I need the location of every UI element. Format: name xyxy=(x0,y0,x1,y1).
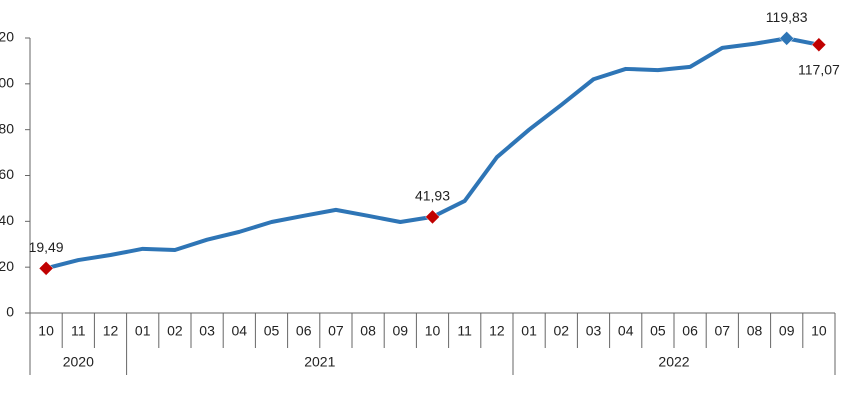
y-tick-label: 40 xyxy=(0,212,14,228)
x-tick-label: 02 xyxy=(554,323,570,339)
x-tick-label: 06 xyxy=(682,323,698,339)
value-label: 117,07 xyxy=(798,61,840,77)
value-label: 41,93 xyxy=(415,188,450,204)
y-tick-label: 0 xyxy=(6,304,14,320)
x-tick-label: 03 xyxy=(199,323,215,339)
y-tick-label: 20 xyxy=(0,258,14,274)
x-tick-label: 10 xyxy=(425,323,441,339)
x-tick-label: 06 xyxy=(296,323,312,339)
y-tick-label: 100 xyxy=(0,75,14,91)
value-label: 19,49 xyxy=(29,239,64,255)
x-group-label: 2020 xyxy=(63,354,94,370)
point-marker xyxy=(779,31,795,46)
x-tick-label: 12 xyxy=(489,323,505,339)
y-tick-label: 60 xyxy=(0,166,14,182)
x-tick-label: 01 xyxy=(135,323,151,339)
x-tick-label: 04 xyxy=(618,323,634,339)
x-tick-label: 07 xyxy=(328,323,344,339)
y-tick-label: 120 xyxy=(0,29,14,45)
value-label: 119,83 xyxy=(766,9,808,25)
x-tick-label: 01 xyxy=(521,323,537,339)
point-marker xyxy=(425,209,440,225)
x-tick-label: 07 xyxy=(715,323,731,339)
x-tick-label: 10 xyxy=(38,323,54,339)
x-group-label: 2021 xyxy=(304,354,335,370)
x-tick-label: 09 xyxy=(393,323,409,339)
point-marker xyxy=(811,37,827,53)
x-tick-label: 11 xyxy=(71,323,86,339)
x-tick-label: 08 xyxy=(360,323,376,339)
y-tick-label: 80 xyxy=(0,120,14,136)
x-tick-label: 11 xyxy=(457,323,472,339)
x-tick-label: 03 xyxy=(586,323,602,339)
point-marker xyxy=(38,260,54,276)
x-tick-label: 09 xyxy=(779,323,795,339)
x-tick-label: 08 xyxy=(747,323,763,339)
x-tick-label: 04 xyxy=(232,323,248,339)
x-tick-label: 05 xyxy=(264,323,280,339)
x-tick-label: 10 xyxy=(811,323,827,339)
x-group-label: 2022 xyxy=(658,354,689,370)
line xyxy=(45,36,820,271)
x-tick-label: 12 xyxy=(103,323,119,339)
x-tick-label: 05 xyxy=(650,323,666,339)
x-tick-label: 02 xyxy=(167,323,183,339)
